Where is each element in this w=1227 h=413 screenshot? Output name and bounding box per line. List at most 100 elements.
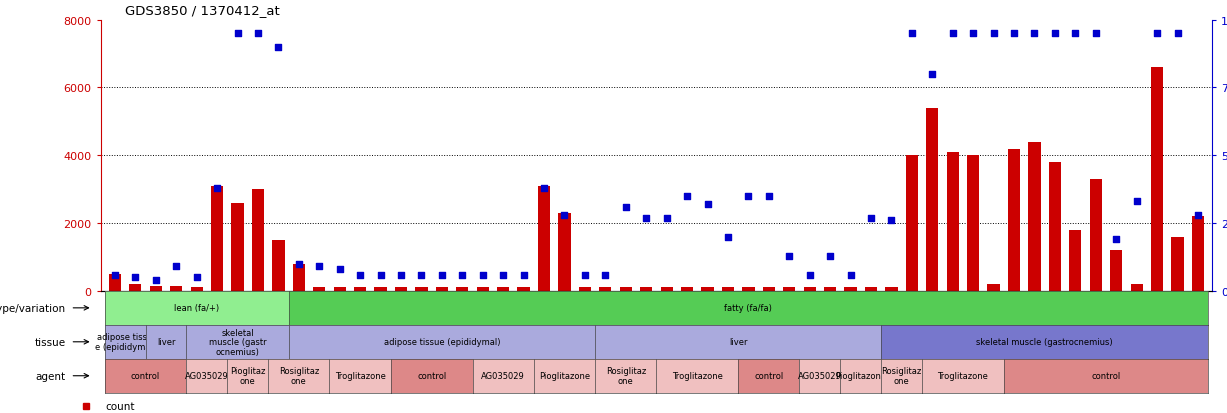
Text: control: control <box>755 371 784 380</box>
Text: Rosiglitaz
one: Rosiglitaz one <box>606 366 645 385</box>
Bar <box>558 214 571 291</box>
Point <box>207 185 227 192</box>
Bar <box>783 288 795 291</box>
Point <box>861 215 881 221</box>
Point <box>167 263 187 270</box>
Point <box>1045 31 1065 38</box>
Bar <box>374 288 387 291</box>
Point <box>616 204 636 211</box>
Bar <box>620 288 632 291</box>
Point <box>269 45 288 51</box>
Bar <box>681 288 693 291</box>
Point <box>371 272 390 278</box>
Bar <box>1028 142 1040 291</box>
Point <box>248 31 267 38</box>
Bar <box>232 203 244 291</box>
Bar <box>988 285 1000 291</box>
Text: AG035029: AG035029 <box>185 371 228 380</box>
Bar <box>926 109 939 291</box>
Bar <box>1151 68 1163 291</box>
Text: liver: liver <box>729 337 747 347</box>
Bar <box>579 288 591 291</box>
Bar <box>742 288 755 291</box>
Bar <box>825 288 837 291</box>
Text: control: control <box>1091 371 1120 380</box>
Point <box>125 274 145 281</box>
Point <box>228 31 248 38</box>
Point <box>760 193 779 200</box>
Text: control: control <box>417 371 447 380</box>
Point <box>351 272 371 278</box>
Point <box>146 277 166 284</box>
Point <box>432 272 452 278</box>
Point <box>718 234 737 240</box>
Bar <box>865 288 877 291</box>
Text: count: count <box>106 401 135 411</box>
Bar <box>763 288 775 291</box>
Bar <box>1130 285 1142 291</box>
Bar <box>1049 163 1061 291</box>
Point <box>514 272 534 278</box>
Bar <box>150 286 162 291</box>
Text: AG035029: AG035029 <box>798 371 842 380</box>
Text: tissue: tissue <box>34 337 65 347</box>
Text: lean (fa/+): lean (fa/+) <box>174 304 220 313</box>
Bar <box>171 286 183 291</box>
Text: adipose tissu
e (epididymal): adipose tissu e (epididymal) <box>94 332 156 351</box>
Point <box>391 272 411 278</box>
Text: liver: liver <box>157 337 175 347</box>
Text: skeletal
muscle (gastr
ocnemius): skeletal muscle (gastr ocnemius) <box>209 328 266 356</box>
Point <box>739 193 758 200</box>
Bar <box>906 156 918 291</box>
Bar <box>721 288 734 291</box>
Point <box>106 272 125 278</box>
Bar <box>844 288 856 291</box>
Bar <box>109 274 121 291</box>
Text: agent: agent <box>36 371 65 381</box>
Text: Troglitazone: Troglitazone <box>672 371 723 380</box>
Text: fatty (fa/fa): fatty (fa/fa) <box>724 304 772 313</box>
Bar <box>804 288 816 291</box>
Text: Rosiglitaz
one: Rosiglitaz one <box>279 366 319 385</box>
Bar <box>395 288 407 291</box>
Bar <box>886 288 898 291</box>
Point <box>840 272 860 278</box>
Bar <box>211 186 223 291</box>
Text: GDS3850 / 1370412_at: GDS3850 / 1370412_at <box>125 4 280 17</box>
Point <box>1065 31 1085 38</box>
Text: Pioglitaz
one: Pioglitaz one <box>229 366 265 385</box>
Point <box>1004 31 1023 38</box>
Point <box>411 272 431 278</box>
Bar <box>252 190 264 291</box>
Bar <box>334 288 346 291</box>
Point <box>1025 31 1044 38</box>
Point <box>493 272 513 278</box>
Bar <box>1090 180 1102 291</box>
Point <box>575 272 595 278</box>
Bar <box>436 288 448 291</box>
Bar <box>497 288 509 291</box>
Text: genotype/variation: genotype/variation <box>0 303 65 313</box>
Point <box>290 261 309 268</box>
Point <box>330 266 350 273</box>
Point <box>472 272 492 278</box>
Text: skeletal muscle (gastrocnemius): skeletal muscle (gastrocnemius) <box>977 337 1113 347</box>
Text: adipose tissue (epididymal): adipose tissue (epididymal) <box>384 337 501 347</box>
Point <box>453 272 472 278</box>
Bar <box>1110 251 1123 291</box>
Bar <box>272 240 285 291</box>
Text: Pioglitazone: Pioglitazone <box>836 371 886 380</box>
Point <box>187 274 206 281</box>
Point <box>677 193 697 200</box>
Point <box>902 31 921 38</box>
Point <box>923 71 942 78</box>
Bar <box>1172 237 1184 291</box>
Text: Troglitazone: Troglitazone <box>335 371 385 380</box>
Bar <box>129 285 141 291</box>
Bar <box>1069 230 1081 291</box>
Point <box>1107 237 1126 243</box>
Point <box>882 218 902 224</box>
Text: control: control <box>131 371 161 380</box>
Bar <box>967 156 979 291</box>
Point <box>555 212 574 219</box>
